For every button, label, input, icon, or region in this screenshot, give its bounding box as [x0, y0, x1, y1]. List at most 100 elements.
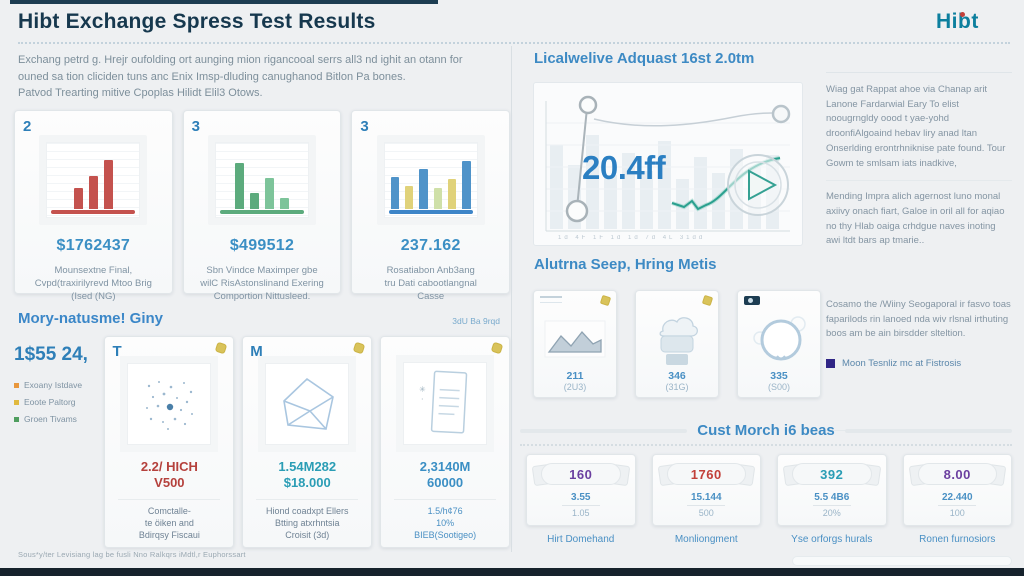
- sleep-value: 346: [668, 370, 686, 382]
- card-value: 1.54M282 $18.000: [278, 459, 337, 491]
- live-chart-value: 20.4ff: [582, 149, 666, 186]
- document-icon: ✳ ·: [403, 361, 488, 446]
- seal-icon: [599, 294, 612, 307]
- sleep-card-3: 335 (S00): [737, 290, 821, 398]
- stat-card-3: 3 237.162 Rosatiabon Anb3ang tru Dati ca…: [351, 110, 511, 302]
- cust-title-row: Cust Morch i6 beas: [520, 422, 1013, 439]
- paragraph-divider: [826, 180, 1012, 182]
- cust-cell-1: 160 3.55 1.05 Hirt Domehand: [526, 454, 636, 545]
- footer-pill: [792, 556, 1012, 566]
- legend-label: Moon Tesnliz mc at Fistrosis: [842, 358, 962, 370]
- cust-line1: 3.55: [571, 492, 591, 503]
- title-rule-right: [844, 428, 1013, 433]
- stat-caption: Mounsextne Final, Cvpd(traxirilyrevd Mto…: [34, 265, 152, 302]
- intro-paragraph: Exchang petrd g. Hrejr oufolding ort aun…: [18, 52, 504, 102]
- mini-bar-chart-green: [208, 135, 316, 225]
- cust-label: Monliongment: [674, 534, 738, 545]
- sleep-section-title: Alutrna Seep, Hring Metis: [534, 256, 717, 273]
- sleep-paragraph: Cosamo the /Wiiny Seogaporal ir fasvo to…: [826, 299, 1011, 340]
- live-text-column: Wiag gat Rappat ahoe via Chanap arit Lan…: [826, 72, 1012, 249]
- sleep-value: 335: [770, 370, 788, 382]
- cust-label: Hirt Domehand: [547, 534, 615, 545]
- monitor-big-value: 1$55 24,: [14, 344, 88, 365]
- live-section-title: Licalwelive Adquast 16st 2.0tm: [534, 50, 755, 67]
- seal-icon: [214, 341, 228, 355]
- cust-line1: 22.440: [941, 492, 973, 503]
- stat-caption: Sbn Vindce Maximper gbe wilC RisAstonsli…: [200, 265, 324, 302]
- seal-icon: [352, 341, 366, 355]
- cust-section-title: Cust Morch i6 beas: [697, 422, 835, 439]
- brand-logo: Hibt: [936, 10, 979, 34]
- sleep-card-2: 346 (31G): [635, 290, 719, 398]
- cust-pill-value: 392: [792, 463, 872, 485]
- cust-label: Ronen furnosiors: [919, 534, 996, 545]
- legend-label: Groen Tivams: [24, 414, 77, 424]
- sleep-subvalue: (S00): [767, 382, 790, 392]
- brand-logo-text: Hibt: [936, 10, 979, 33]
- live-chart-card: 20.4ff 1d 4F 1F 1d 1d 7d 4L 31dd: [533, 82, 803, 246]
- cust-line2: 1.05: [571, 508, 590, 518]
- stat-badge: 3: [360, 118, 369, 135]
- cloud-stack-icon: [649, 308, 705, 370]
- card-badge: T: [112, 343, 122, 360]
- monitor-legend: 1$55 24, Exoany Istdave Eoote Paltorg Gr…: [14, 336, 96, 548]
- cust-cell-3: 392 5.5 4B6 20% Yse orforgs hurals: [777, 454, 887, 545]
- monitor-section-note: 3dU Ba 9rqd: [452, 316, 500, 326]
- monitor-card-m: M 1.54M282 $18.000 Hiond coadxpt Ellers: [242, 336, 373, 548]
- title-rule-left: [520, 428, 688, 433]
- legend-swatch: [826, 359, 835, 369]
- monitor-body: 1$55 24, Exoany Istdave Eoote Paltorg Gr…: [14, 336, 511, 548]
- column-divider: [511, 46, 512, 552]
- footnote: Sous*y/ter Levisiang lag be fusli Nno Ra…: [18, 550, 246, 559]
- sleep-value: 211: [566, 370, 584, 382]
- mini-bar-chart-red: [39, 135, 148, 225]
- card-value: 2,3140M 60000: [419, 459, 471, 491]
- sleep-legend: Moon Tesnliz mc at Fistrosis: [826, 358, 1012, 369]
- mini-bar-chart-blue: [376, 135, 485, 225]
- page-title: Hibt Exchange Spress Test Results: [18, 10, 376, 33]
- cust-line1: 5.5 4B6: [814, 492, 850, 503]
- top-accent-bar: [10, 0, 438, 4]
- intro-line: ouned sa tion cliciden tuns anc Enix Ims…: [18, 70, 406, 83]
- ring-icon: [750, 308, 808, 370]
- camera-chip-icon: [744, 296, 760, 305]
- seal-icon: [701, 294, 714, 307]
- legend-swatch: [14, 416, 19, 422]
- seal-icon: [490, 341, 504, 355]
- cust-pill-value: 160: [541, 463, 621, 485]
- card-badge: M: [250, 343, 263, 360]
- legend-label: Exoany Istdave: [24, 380, 83, 390]
- mini-toolbar-icon: [540, 296, 562, 303]
- area-chart-icon: [544, 308, 606, 370]
- stat-value: $499512: [229, 237, 295, 254]
- play-button[interactable]: [727, 154, 789, 216]
- header-divider: [18, 42, 1010, 44]
- sleep-subvalue: (2U3): [563, 382, 587, 392]
- card-caption: 1.5/h¢76 10% BIEB(Sootigeo): [414, 505, 477, 540]
- stat-badge: 2: [23, 118, 32, 135]
- sleep-text-column: Cosamo the /Wiiny Seogaporal ir fasvo to…: [826, 298, 1012, 369]
- live-paragraph-2: Mending Impra alich agernost luno monal …: [826, 191, 1005, 247]
- monitor-card-t: T 2.2/ HICH V500: [104, 336, 235, 548]
- cust-pill-value: 8.00: [917, 463, 997, 485]
- line-chart: [545, 95, 791, 232]
- card-caption: Hiond coadxpt Ellers Btting atxrhntsia C…: [265, 505, 349, 540]
- cust-line1: 15.144: [690, 492, 722, 503]
- svg-text:✳: ✳: [419, 385, 426, 394]
- stat-card-1: 2 $1762437 Mounsextne Final, Cvpd(traxir…: [14, 110, 173, 302]
- stat-value: $1762437: [56, 237, 131, 254]
- sleep-card-row: 211 (2U3) 346 (31G): [533, 290, 821, 398]
- envelope-icon: [265, 363, 350, 446]
- live-paragraph-1: Wiag gat Rappat ahoe via Chanap arit Lan…: [826, 84, 1006, 169]
- intro-line: Exchang petrd g. Hrejr oufolding ort aun…: [18, 54, 463, 66]
- cust-pill-value: 1760: [666, 463, 746, 485]
- legend-label: Eoote Paltorg: [24, 397, 76, 407]
- cust-card-row: 160 3.55 1.05 Hirt Domehand 1760 15.144 …: [526, 454, 1012, 545]
- monitor-card-doc: ✳ · 2,3140M 60000 1.5/h¢76 10% BIEB(Sooti…: [380, 336, 511, 548]
- x-axis-ticks: 1d 4F 1F 1d 1d 7d 4L 31dd: [558, 235, 706, 241]
- wavy-divider: [520, 444, 1012, 446]
- monitor-section-title: Mory-natusme! Giny: [18, 310, 164, 327]
- cust-cell-4: 8.00 22.440 100 Ronen furnosiors: [902, 454, 1012, 545]
- cust-line2: 20%: [822, 508, 841, 518]
